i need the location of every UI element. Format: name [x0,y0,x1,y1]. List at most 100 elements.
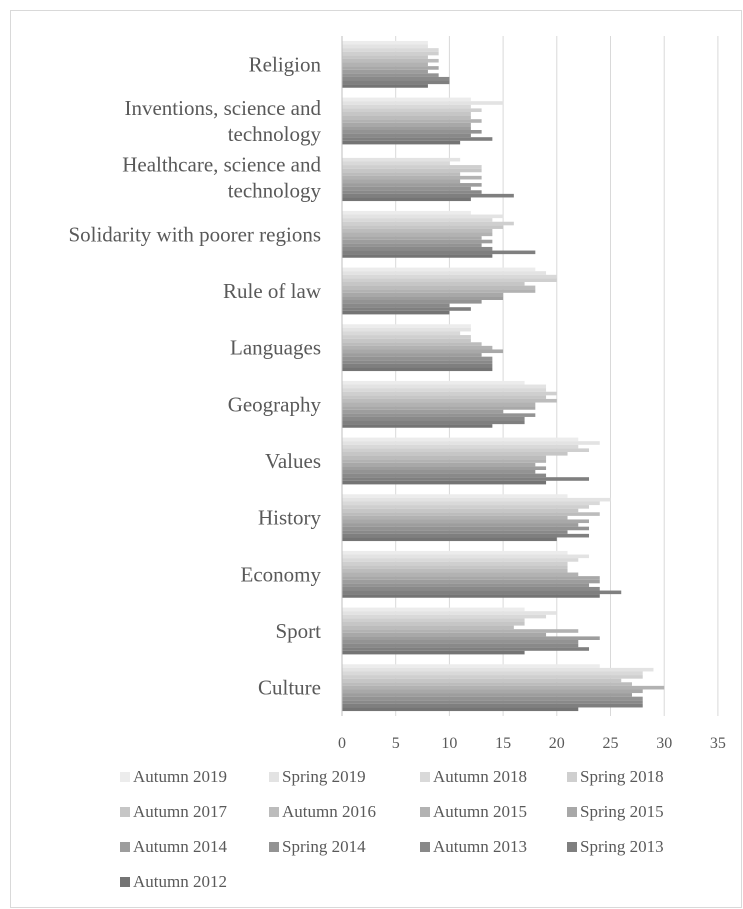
bar-autumn-2015 [342,119,482,123]
bar-spring-2019 [342,667,654,672]
bar-spring-2014 [342,470,536,474]
bar-autumn-2014 [342,466,547,470]
bar-autumn-2013 [342,133,471,138]
bar-autumn-2013 [342,643,579,648]
bar-autumn-2016 [342,568,568,573]
legend-label: Autumn 2018 [433,767,527,786]
bar-autumn-2017 [342,55,428,59]
bar-autumn-2015 [342,515,568,520]
bar-spring-2018 [342,335,471,339]
legend-label: Spring 2019 [282,767,366,786]
bar-spring-2019 [342,497,611,502]
bar-spring-2014 [342,356,493,361]
bar-autumn-2012 [342,594,600,598]
bar-spring-2015 [342,519,590,524]
bar-spring-2015 [342,122,471,127]
legend-swatch [567,772,577,782]
bar-spring-2013 [342,307,471,311]
bar-autumn-2014 [342,353,482,357]
bar-autumn-2014 [342,239,493,244]
legend-label: Autumn 2016 [282,802,376,821]
bar-autumn-2013 [342,416,525,421]
bar-autumn-2018 [342,274,557,279]
bar-autumn-2018 [342,218,493,222]
legend-label: Autumn 2015 [433,802,527,821]
bar-autumn-2017 [342,168,482,173]
bar-autumn-2015 [342,232,493,237]
bar-autumn-2019 [342,437,579,442]
bar-autumn-2016 [342,58,439,63]
bar-autumn-2019 [342,324,471,328]
bar-autumn-2013 [342,530,568,534]
bar-spring-2013 [342,647,590,651]
bar-spring-2014 [342,130,482,134]
bar-autumn-2014 [342,636,600,640]
legend-swatch [567,807,577,817]
bar-autumn-2017 [342,452,568,456]
bar-spring-2018 [342,51,439,56]
category-label: technology [228,179,322,203]
bar-spring-2014 [342,73,439,77]
x-tick-label: 30 [656,735,672,752]
bar-autumn-2015 [342,62,428,67]
bar-autumn-2015 [342,459,547,463]
legend-label: Autumn 2017 [133,802,227,821]
bar-autumn-2019 [342,210,471,215]
bar-spring-2019 [342,214,504,219]
bar-spring-2018 [342,278,557,282]
bar-autumn-2012 [342,650,525,655]
bar-spring-2018 [342,221,514,226]
bar-spring-2018 [342,618,525,622]
bar-spring-2015 [342,349,504,354]
bar-autumn-2016 [342,285,536,290]
bar-autumn-2017 [342,282,525,286]
bar-autumn-2015 [342,629,579,633]
bar-spring-2014 [342,583,590,587]
x-tick-label: 10 [441,735,457,752]
bar-spring-2019 [342,157,461,162]
bar-autumn-2018 [342,104,471,109]
bar-autumn-2012 [342,310,450,315]
bar-autumn-2013 [342,76,450,81]
legend-label: Autumn 2019 [133,767,227,786]
bar-autumn-2014 [342,523,579,527]
bar-spring-2018 [342,561,568,566]
bar-autumn-2015 [342,685,665,690]
bar-autumn-2016 [342,682,632,686]
bar-autumn-2016 [342,342,482,346]
bar-spring-2018 [342,505,590,509]
x-tick-label: 15 [495,735,511,752]
bar-spring-2018 [342,391,557,396]
x-tick-label: 35 [710,735,726,752]
bar-spring-2015 [342,632,547,637]
bar-autumn-2014 [342,296,504,300]
bar-spring-2013 [342,477,590,481]
bar-spring-2014 [342,243,482,247]
bar-autumn-2019 [342,550,568,555]
bar-autumn-2017 [342,338,471,343]
bar-spring-2014 [342,300,482,304]
bar-autumn-2018 [342,48,439,52]
bar-spring-2015 [342,292,504,297]
legend-swatch [567,842,577,852]
category-label: Languages [230,336,321,360]
bar-spring-2013 [342,590,622,595]
bar-autumn-2017 [342,622,525,626]
bar-autumn-2014 [342,693,632,697]
bar-autumn-2015 [342,289,536,293]
bar-autumn-2013 [342,246,493,251]
x-tick-label: 0 [338,735,346,752]
x-tick-label: 20 [549,735,565,752]
legend-swatch [269,842,279,852]
bar-spring-2013 [342,533,590,538]
bar-autumn-2013 [342,700,643,704]
bar-autumn-2015 [342,175,482,180]
bar-spring-2015 [342,689,643,694]
category-label: Geography [228,392,322,416]
bar-autumn-2016 [342,455,547,460]
bar-autumn-2017 [342,678,622,683]
category-label: Healthcare, science and [122,153,321,177]
bar-spring-2014 [342,526,590,531]
bar-autumn-2012 [342,84,428,88]
bar-autumn-2016 [342,115,471,120]
